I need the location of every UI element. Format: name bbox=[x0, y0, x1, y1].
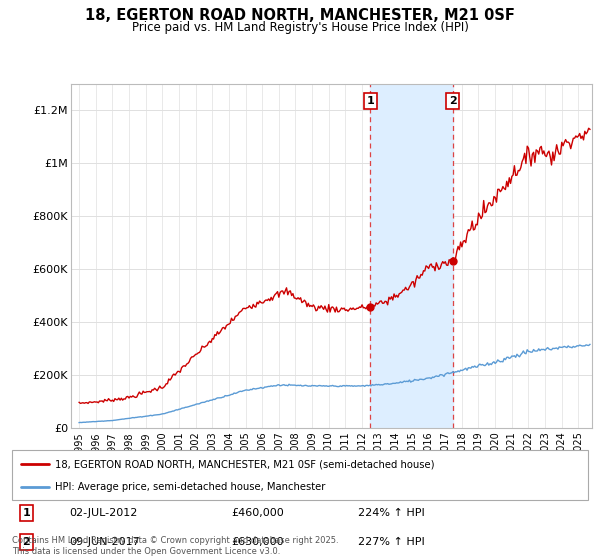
FancyBboxPatch shape bbox=[12, 450, 588, 500]
Text: 2: 2 bbox=[23, 537, 30, 547]
Text: £630,000: £630,000 bbox=[231, 537, 284, 547]
Text: 09-JUN-2017: 09-JUN-2017 bbox=[70, 537, 140, 547]
Text: 02-JUL-2012: 02-JUL-2012 bbox=[70, 508, 138, 518]
Text: HPI: Average price, semi-detached house, Manchester: HPI: Average price, semi-detached house,… bbox=[55, 482, 326, 492]
Text: 224% ↑ HPI: 224% ↑ HPI bbox=[358, 508, 424, 518]
Text: 1: 1 bbox=[367, 96, 374, 106]
Text: 18, EGERTON ROAD NORTH, MANCHESTER, M21 0SF (semi-detached house): 18, EGERTON ROAD NORTH, MANCHESTER, M21 … bbox=[55, 459, 434, 469]
Text: £460,000: £460,000 bbox=[231, 508, 284, 518]
Text: 18, EGERTON ROAD NORTH, MANCHESTER, M21 0SF: 18, EGERTON ROAD NORTH, MANCHESTER, M21 … bbox=[85, 8, 515, 24]
Text: 1: 1 bbox=[23, 508, 30, 518]
Bar bbox=[370, 84, 452, 428]
Text: 227% ↑ HPI: 227% ↑ HPI bbox=[358, 537, 424, 547]
Text: Contains HM Land Registry data © Crown copyright and database right 2025.
This d: Contains HM Land Registry data © Crown c… bbox=[12, 536, 338, 556]
Text: Price paid vs. HM Land Registry's House Price Index (HPI): Price paid vs. HM Land Registry's House … bbox=[131, 21, 469, 34]
Text: 2: 2 bbox=[449, 96, 457, 106]
